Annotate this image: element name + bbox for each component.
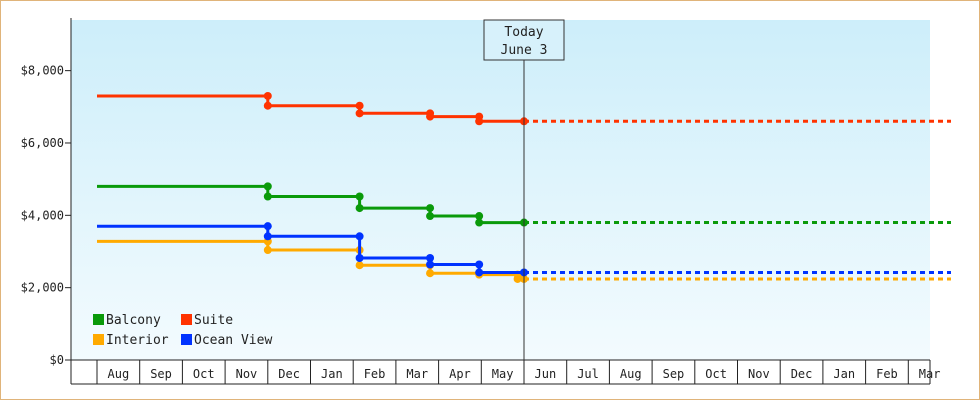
x-tick-label: Oct (193, 367, 215, 381)
y-tick-label: $0 (50, 353, 64, 367)
data-point (263, 246, 272, 255)
x-tick-label: Jun (535, 367, 557, 381)
x-tick-label: Oct (705, 367, 727, 381)
legend-label: Suite (194, 313, 233, 328)
legend-item: Balcony (93, 313, 161, 328)
plot-area (71, 20, 930, 360)
x-tick-label: Dec (791, 367, 813, 381)
x-tick-label: Sep (150, 367, 172, 381)
data-point (426, 112, 435, 121)
data-point (426, 254, 435, 262)
data-point (263, 101, 272, 110)
series-balcony (97, 182, 951, 227)
today-date: June 3 (501, 43, 548, 58)
legend-item: Ocean View (181, 333, 272, 348)
data-point (263, 182, 272, 191)
legend-swatch (93, 334, 104, 345)
series-suite (97, 91, 951, 126)
data-point (475, 117, 484, 126)
x-tick-label: Nov (748, 367, 770, 381)
y-tick-label: $6,000 (21, 136, 64, 150)
data-point (355, 204, 364, 213)
x-tick-label: Apr (449, 367, 471, 381)
x-tick-label: Aug (620, 367, 642, 381)
data-point (475, 212, 484, 221)
legend-item: Suite (181, 313, 233, 328)
data-point (355, 109, 364, 118)
legend-swatch (93, 314, 104, 325)
y-tick-label: $4,000 (21, 208, 64, 222)
data-point (355, 261, 364, 270)
x-tick-label: Jan (833, 367, 855, 381)
data-point (263, 192, 272, 201)
y-tick-label: $8,000 (21, 64, 64, 78)
data-point (355, 254, 364, 262)
legend-swatch (181, 314, 192, 325)
data-point (426, 204, 435, 213)
data-point (475, 260, 484, 269)
x-tick-label: Nov (236, 367, 258, 381)
legend-swatch (181, 334, 192, 345)
x-tick-label: Feb (364, 367, 386, 381)
legend-label: Ocean View (194, 333, 272, 348)
legend-item: Interior (93, 333, 169, 348)
data-point (263, 222, 272, 231)
data-point (355, 192, 364, 201)
today-box (483, 19, 565, 61)
data-point (355, 101, 364, 110)
x-tick-label: Dec (278, 367, 300, 381)
data-point (426, 269, 435, 278)
legend-label: Balcony (106, 313, 161, 328)
x-tick-label: Sep (663, 367, 685, 381)
data-point (263, 232, 272, 241)
data-point (426, 212, 435, 221)
x-tick-label: Jul (577, 367, 599, 381)
data-point (426, 260, 435, 269)
x-tick-label: Mar (406, 367, 428, 381)
data-point (475, 268, 484, 277)
x-tick-label: Feb (876, 367, 898, 381)
data-point (513, 274, 522, 283)
x-tick-label: May (492, 367, 514, 381)
x-tick-label: Jan (321, 367, 343, 381)
x-tick-label: Aug (108, 367, 130, 381)
data-point (263, 91, 272, 100)
data-point (355, 232, 364, 241)
data-point (475, 218, 484, 227)
series-ocean-view (97, 222, 951, 277)
legend-label: Interior (106, 333, 169, 348)
y-tick-label: $2,000 (21, 281, 64, 295)
today-label: Today (504, 25, 543, 40)
